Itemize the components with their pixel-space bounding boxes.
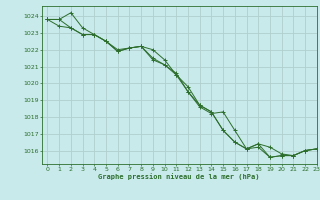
X-axis label: Graphe pression niveau de la mer (hPa): Graphe pression niveau de la mer (hPa) (99, 173, 260, 180)
